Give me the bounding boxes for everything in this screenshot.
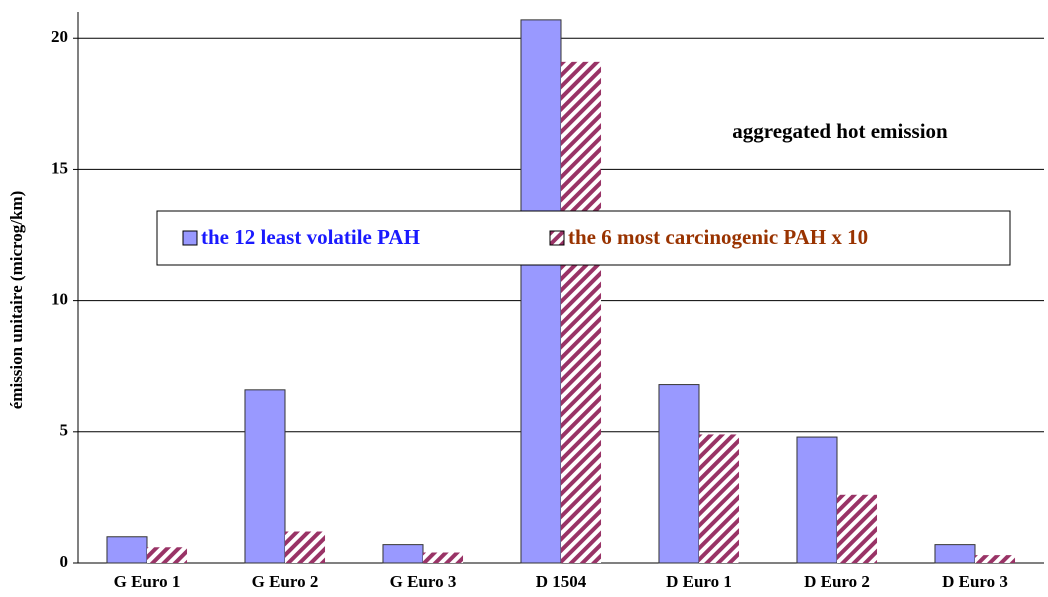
bar (699, 434, 740, 563)
y-tick-label: 0 (60, 552, 69, 571)
bar (934, 544, 976, 564)
y-tick-label: 15 (51, 158, 68, 177)
x-tick-label: D Euro 1 (666, 572, 732, 591)
bar (796, 436, 838, 564)
bar (147, 547, 188, 563)
bar (520, 19, 562, 564)
legend-swatch (182, 230, 198, 246)
legend-label: the 12 least volatile PAH (201, 225, 420, 249)
x-tick-label: G Euro 2 (252, 572, 319, 591)
bar (975, 555, 1016, 563)
bar (658, 384, 700, 564)
x-tick-label: D 1504 (536, 572, 587, 591)
bar (106, 536, 148, 564)
legend: the 12 least volatile PAH the 6 most carc… (156, 210, 1011, 266)
y-tick-label: 10 (51, 290, 68, 309)
bar (244, 389, 286, 564)
bar (423, 552, 464, 563)
bar (561, 61, 602, 563)
x-tick-label: D Euro 2 (804, 572, 870, 591)
x-tick-label: G Euro 3 (390, 572, 457, 591)
bar (382, 544, 424, 564)
x-tick-label: D Euro 3 (942, 572, 1008, 591)
bar (837, 494, 878, 563)
y-tick-label: 5 (60, 421, 69, 440)
y-tick-label: 20 (51, 27, 68, 46)
legend-swatch (549, 230, 565, 246)
legend-box (156, 210, 1011, 266)
x-tick-label: G Euro 1 (114, 572, 181, 591)
bar (285, 531, 326, 563)
annotation: aggregated hot emission (732, 119, 948, 143)
y-axis-label: émission unitaire (microg/km) (7, 191, 26, 409)
legend-label: the 6 most carcinogenic PAH x 10 (568, 225, 868, 249)
